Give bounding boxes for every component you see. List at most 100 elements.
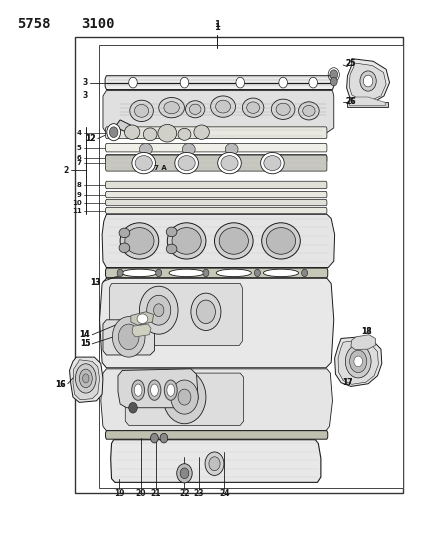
Text: 18: 18 [362, 327, 372, 336]
Polygon shape [111, 440, 321, 482]
Polygon shape [106, 207, 327, 214]
Ellipse shape [135, 104, 149, 117]
Ellipse shape [264, 156, 281, 171]
Circle shape [330, 77, 337, 86]
Circle shape [147, 295, 171, 325]
Text: 2: 2 [63, 166, 69, 175]
Ellipse shape [219, 228, 248, 254]
Ellipse shape [247, 102, 260, 114]
Text: 26: 26 [345, 97, 355, 106]
Ellipse shape [132, 380, 145, 400]
Text: 12: 12 [85, 134, 95, 143]
Ellipse shape [83, 374, 89, 383]
Ellipse shape [125, 228, 154, 254]
Ellipse shape [261, 152, 284, 174]
Ellipse shape [130, 100, 154, 122]
Ellipse shape [350, 350, 367, 373]
Ellipse shape [135, 156, 152, 171]
Circle shape [129, 402, 137, 413]
Ellipse shape [221, 156, 238, 171]
Circle shape [330, 70, 338, 79]
Polygon shape [106, 199, 327, 206]
Polygon shape [105, 76, 334, 90]
Ellipse shape [214, 223, 253, 259]
Polygon shape [102, 214, 335, 268]
Ellipse shape [166, 244, 177, 254]
Circle shape [171, 380, 198, 414]
Ellipse shape [242, 98, 264, 117]
Text: 18: 18 [362, 327, 372, 336]
Ellipse shape [119, 243, 130, 253]
Bar [99, 45, 403, 488]
Circle shape [107, 124, 121, 141]
Circle shape [309, 77, 317, 88]
Text: 16: 16 [55, 381, 65, 389]
Text: 3100: 3100 [82, 17, 115, 31]
Text: 7: 7 [77, 160, 82, 166]
Text: 22: 22 [179, 489, 190, 498]
Text: 17: 17 [342, 378, 353, 387]
Circle shape [109, 127, 118, 138]
Ellipse shape [271, 99, 295, 119]
Circle shape [117, 269, 123, 277]
Text: 11: 11 [72, 207, 82, 214]
Ellipse shape [178, 128, 191, 140]
Circle shape [236, 77, 245, 88]
Text: 13: 13 [90, 278, 100, 287]
Polygon shape [101, 369, 332, 431]
Circle shape [156, 269, 162, 277]
Ellipse shape [139, 143, 152, 155]
Text: 14: 14 [80, 330, 90, 339]
Polygon shape [103, 320, 154, 355]
Text: 21: 21 [151, 489, 161, 498]
Ellipse shape [120, 223, 159, 259]
Circle shape [205, 452, 224, 475]
Circle shape [163, 370, 206, 424]
Ellipse shape [211, 96, 236, 117]
Text: 15: 15 [80, 340, 90, 348]
Polygon shape [106, 127, 327, 139]
Circle shape [196, 300, 215, 324]
Polygon shape [106, 431, 328, 439]
Text: 6: 6 [77, 155, 82, 161]
Ellipse shape [194, 125, 209, 140]
Ellipse shape [172, 228, 201, 254]
Ellipse shape [122, 269, 157, 277]
Text: 5: 5 [77, 144, 82, 151]
Text: 7 A: 7 A [154, 165, 167, 171]
Text: 15: 15 [80, 340, 90, 348]
Ellipse shape [216, 100, 230, 113]
Text: 1: 1 [214, 20, 220, 29]
Circle shape [112, 317, 145, 357]
Ellipse shape [167, 384, 175, 397]
Text: 14: 14 [80, 330, 90, 339]
Ellipse shape [216, 269, 251, 277]
Text: 10: 10 [72, 199, 82, 206]
Polygon shape [73, 360, 100, 400]
Circle shape [139, 286, 178, 334]
Ellipse shape [345, 345, 371, 378]
Text: 19: 19 [114, 489, 124, 498]
Ellipse shape [158, 124, 177, 142]
Text: 5758: 5758 [17, 17, 51, 31]
Ellipse shape [303, 106, 315, 116]
Circle shape [151, 433, 158, 443]
Bar [75, 37, 403, 493]
Circle shape [302, 269, 308, 277]
Text: 9: 9 [77, 191, 82, 198]
Ellipse shape [124, 125, 140, 140]
Ellipse shape [276, 103, 290, 115]
Ellipse shape [164, 102, 179, 114]
Text: 12: 12 [85, 134, 95, 143]
Ellipse shape [178, 156, 195, 171]
Text: 13: 13 [90, 278, 100, 287]
Circle shape [118, 324, 139, 350]
Ellipse shape [175, 152, 199, 174]
Polygon shape [69, 357, 103, 402]
Polygon shape [132, 324, 151, 337]
Ellipse shape [185, 101, 205, 118]
Polygon shape [100, 278, 334, 368]
Text: 8: 8 [77, 182, 82, 188]
Text: 16: 16 [55, 381, 65, 389]
Circle shape [279, 77, 287, 88]
